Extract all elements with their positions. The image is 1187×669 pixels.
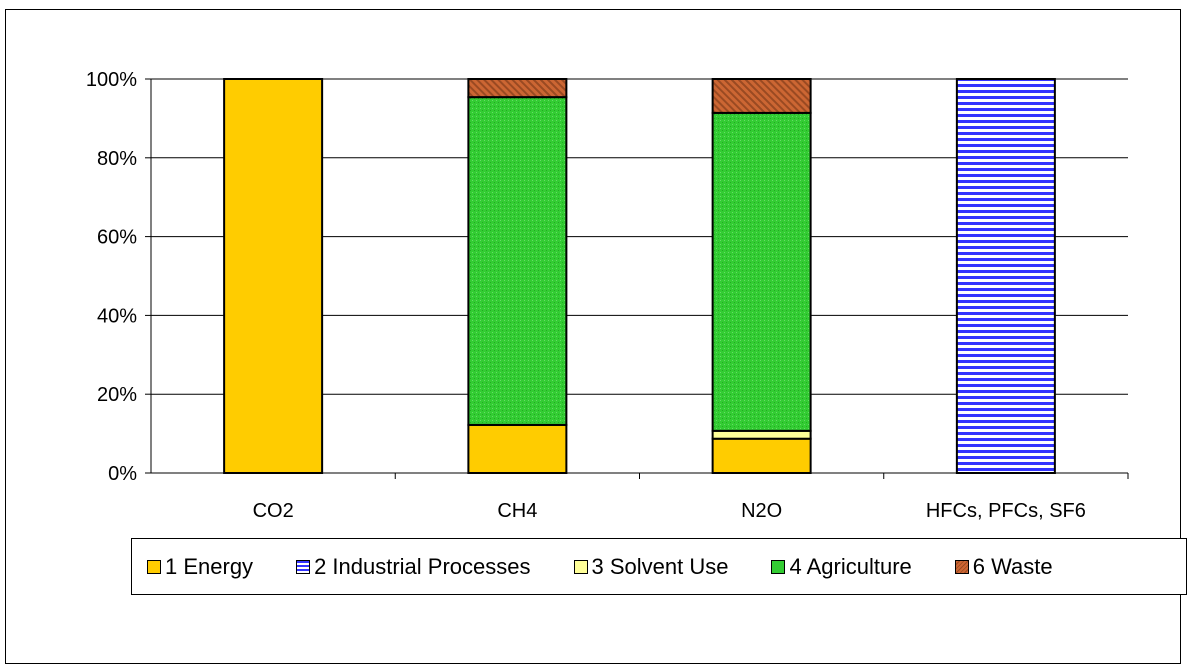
legend-item: 1 Energy [147,554,253,580]
legend-label: 4 Agriculture [789,553,912,579]
x-tick-label: CO2 [253,500,294,522]
chart-legend: 1 Energy 2 Industrial Processes 3 Solvent … [131,538,1187,595]
x-tick-label: N2O [741,500,782,522]
bar-segment-ch4-4-agriculture [467,96,568,426]
legend-label: 6 Waste [972,553,1053,579]
legend-label: 2 Industrial Processes [314,553,531,579]
legend-swatch [954,559,969,574]
bar-segment-co2-1-energy [223,78,324,474]
legend-item: 6 Waste [954,553,1053,580]
y-tick-label: 20% [97,384,137,406]
y-tick-label: 0% [108,463,137,485]
x-tick-label: HFCs, PFCs, SF6 [926,500,1086,522]
x-tick-label: CH4 [497,500,537,522]
legend-item: 3 Solvent Use [573,553,729,580]
bar-segment-n2o-3-solvent-use [711,429,812,440]
legend-label: 3 Solvent Use [591,553,729,579]
y-tick-label: 80% [97,148,137,170]
bar-segment-ch4-1-energy [467,423,568,475]
legend-swatch [573,559,588,574]
bar-segment-hfcs-pfcs-sf6-2-industrial-processes [955,78,1056,474]
legend-item: 4 Agriculture [771,553,912,580]
bar-segment-n2o-6-waste [711,78,812,114]
legend-swatch [296,559,311,574]
legend-label: 1 Energy [165,553,254,579]
bar-segment-ch4-6-waste [467,78,568,99]
bar-segment-n2o-1-energy [711,437,812,474]
y-tick-label: 60% [97,227,137,249]
y-tick-label: 40% [97,305,137,327]
bar-segment-n2o-4-agriculture [711,111,812,432]
y-tick-label: 100% [86,69,137,91]
legend-item: 2 Industrial Processes [296,553,531,580]
legend-swatch [147,559,161,574]
legend-swatch [771,559,786,574]
